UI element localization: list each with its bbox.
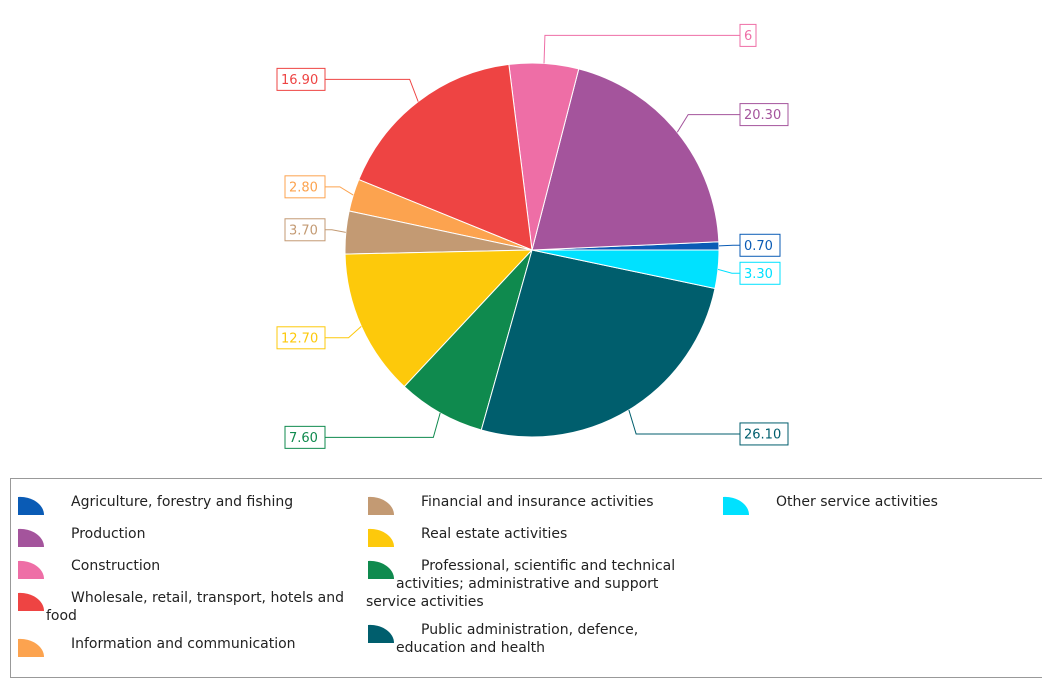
legend-label: Public administration, defence, educatio… bbox=[396, 622, 639, 656]
legend-label: Real estate activities bbox=[421, 526, 568, 542]
data-label: 20.30 bbox=[744, 108, 781, 123]
label-box bbox=[284, 425, 326, 449]
label-box bbox=[276, 326, 326, 350]
legend-column: Agriculture, forestry and fishing Product… bbox=[16, 493, 346, 667]
legend-swatch bbox=[18, 560, 45, 579]
data-label: 0.70 bbox=[744, 239, 773, 254]
label-box bbox=[739, 103, 789, 127]
data-label: 2.80 bbox=[289, 180, 318, 195]
legend-swatch bbox=[18, 638, 45, 657]
legend-icon bbox=[18, 528, 45, 547]
legend-icon bbox=[723, 496, 750, 515]
leader-line bbox=[325, 325, 362, 339]
legend-icon bbox=[18, 560, 45, 579]
legend-label: Financial and insurance activities bbox=[421, 494, 654, 510]
label-box bbox=[739, 233, 781, 257]
legend-item: Wholesale, retail, transport, hotels and… bbox=[16, 589, 346, 625]
data-label: 12.70 bbox=[281, 331, 318, 346]
label-box bbox=[284, 175, 326, 199]
leader-line bbox=[543, 34, 740, 64]
data-label: 26.10 bbox=[744, 427, 781, 442]
legend-swatch bbox=[18, 496, 45, 515]
legend-item: Information and communication bbox=[16, 635, 346, 657]
legend-item: Agriculture, forestry and fishing bbox=[16, 493, 346, 515]
legend-column: Financial and insurance activities Real e… bbox=[366, 493, 706, 667]
legend-item: Other service activities bbox=[721, 493, 1021, 515]
pie-slice bbox=[531, 68, 720, 251]
data-label: 16.90 bbox=[281, 73, 318, 88]
label-box bbox=[739, 261, 781, 285]
data-label: 6 bbox=[744, 29, 752, 44]
label-box bbox=[739, 422, 789, 446]
legend-icon bbox=[18, 592, 45, 611]
legend-swatch bbox=[368, 528, 395, 547]
leader-line bbox=[718, 244, 740, 247]
legend: Agriculture, forestry and fishing Product… bbox=[10, 478, 1042, 678]
chart: 0.70 20.30 6 16.90 2.80 3.70 12.70 7.60 26.10 3.3… bbox=[276, 23, 789, 449]
label-box bbox=[276, 67, 326, 91]
legend-item: Construction bbox=[16, 557, 346, 579]
legend-swatch bbox=[18, 528, 45, 547]
legend-label: Production bbox=[71, 526, 146, 542]
legend-icon bbox=[18, 496, 45, 515]
legend-item: Public administration, defence, educatio… bbox=[366, 621, 706, 657]
legend-label: Other service activities bbox=[776, 494, 938, 510]
legend-icon bbox=[18, 638, 45, 657]
leader-line bbox=[325, 186, 354, 196]
legend-icon bbox=[368, 560, 395, 579]
legend-label: Information and communication bbox=[71, 636, 296, 652]
legend-swatch bbox=[723, 496, 750, 515]
legend-item: Production bbox=[16, 525, 346, 547]
legend-swatch bbox=[18, 592, 45, 611]
data-label: 7.60 bbox=[289, 431, 318, 446]
leader-line bbox=[676, 114, 740, 133]
pie-slice bbox=[344, 249, 534, 388]
data-label: 3.70 bbox=[289, 223, 318, 238]
leader-line bbox=[717, 268, 740, 274]
legend-item: Real estate activities bbox=[366, 525, 706, 547]
legend-label: Professional, scientific and technical a… bbox=[366, 558, 676, 610]
legend-swatch bbox=[368, 496, 395, 515]
legend-item: Professional, scientific and technical a… bbox=[366, 557, 706, 611]
legend-label: Wholesale, retail, transport, hotels and… bbox=[46, 590, 344, 624]
leader-line bbox=[628, 409, 740, 435]
legend-column: Other service activities bbox=[721, 493, 1021, 525]
legend-icon bbox=[368, 528, 395, 547]
label-box bbox=[284, 218, 326, 242]
pie-slice bbox=[480, 249, 716, 438]
legend-label: Construction bbox=[71, 558, 161, 574]
leader-line bbox=[325, 229, 346, 233]
leader-line bbox=[325, 412, 441, 438]
data-label: 3.30 bbox=[744, 267, 773, 282]
label-box bbox=[739, 23, 757, 47]
legend-icon bbox=[368, 624, 395, 643]
legend-swatch bbox=[368, 624, 395, 643]
legend-icon bbox=[368, 496, 395, 515]
legend-item: Financial and insurance activities bbox=[366, 493, 706, 515]
legend-label: Agriculture, forestry and fishing bbox=[71, 494, 294, 510]
legend-swatch bbox=[368, 560, 395, 579]
leader-line bbox=[325, 78, 419, 102]
